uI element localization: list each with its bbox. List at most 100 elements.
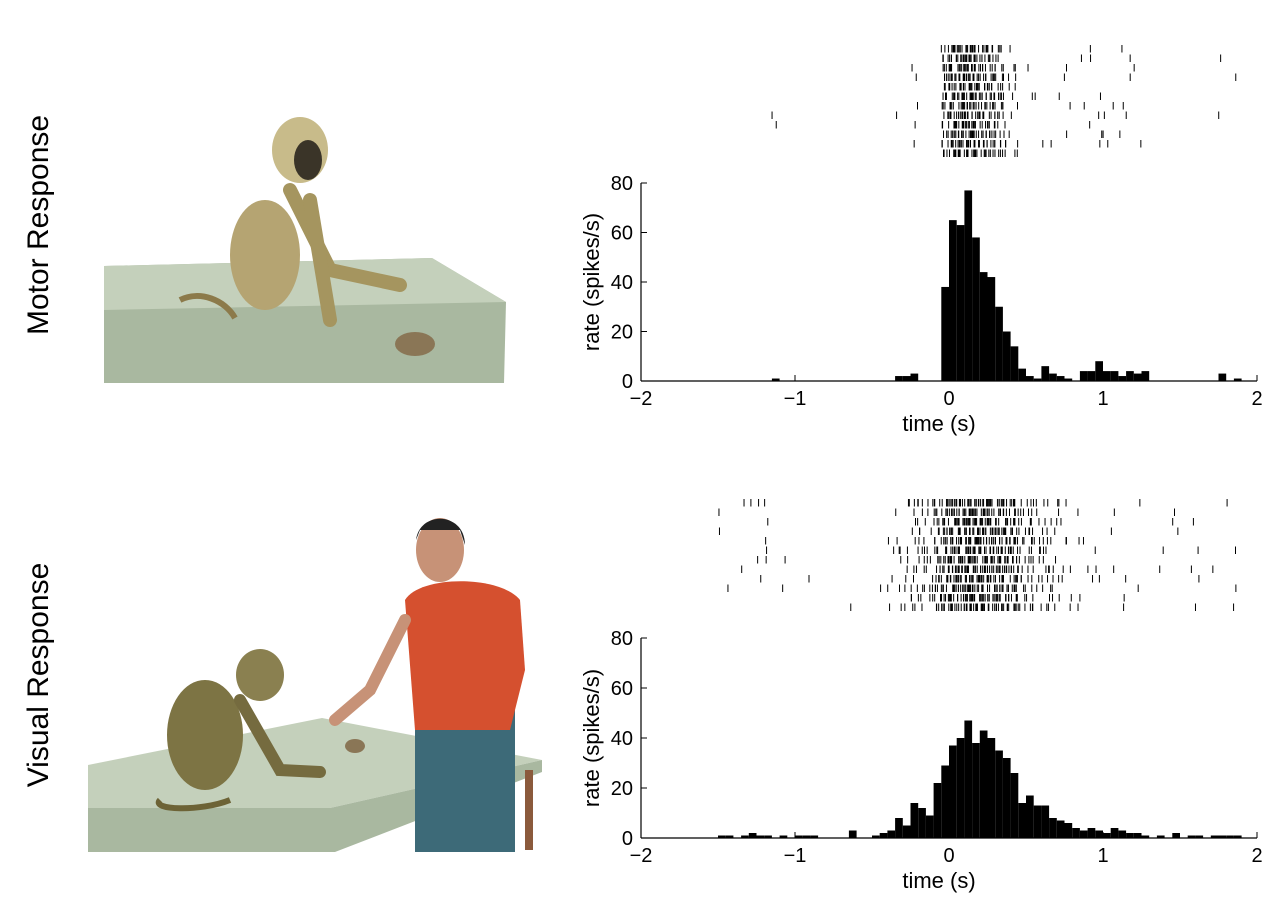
bar	[1018, 368, 1026, 381]
bar	[1002, 758, 1011, 838]
bar	[1187, 835, 1196, 838]
y-tick-label: 0	[622, 828, 633, 850]
bar	[895, 376, 903, 381]
bar	[1233, 378, 1242, 381]
bar	[802, 835, 811, 838]
bar	[987, 738, 996, 838]
bar	[1133, 833, 1142, 838]
bar	[964, 720, 973, 838]
bar	[949, 745, 957, 838]
motor-illustration	[104, 117, 506, 383]
bar	[795, 835, 803, 838]
panel-title: Motor Response	[22, 115, 55, 335]
x-axis-label: time (s)	[902, 868, 975, 893]
bar	[879, 833, 888, 838]
y-tick-label: 40	[611, 728, 633, 750]
visual-illustration	[88, 518, 542, 852]
bar	[995, 750, 1003, 838]
bar	[1233, 835, 1242, 838]
bar	[725, 835, 734, 838]
bar	[902, 825, 911, 838]
y-tick-label: 80	[611, 628, 633, 650]
bar	[1056, 376, 1065, 381]
bar	[1118, 376, 1127, 381]
bar	[1218, 835, 1227, 838]
bar	[979, 272, 988, 381]
bar	[848, 830, 857, 838]
bar	[1002, 331, 1011, 381]
bar	[902, 376, 911, 381]
head	[416, 518, 464, 582]
y-axis-label: rate (spikes/s)	[579, 669, 604, 807]
y-tick-label: 80	[611, 173, 633, 195]
food	[345, 739, 365, 753]
y-tick-label: 20	[611, 778, 633, 800]
x-tick-label: 2	[1251, 845, 1262, 867]
bar	[1049, 373, 1057, 381]
bar	[949, 220, 957, 381]
x-tick-label: 0	[943, 388, 954, 410]
bar	[779, 835, 788, 838]
tail	[178, 293, 238, 320]
bar	[1018, 803, 1026, 838]
bar	[972, 237, 980, 381]
bar	[771, 378, 780, 381]
hair	[416, 518, 465, 545]
bar	[933, 783, 942, 838]
food	[395, 332, 435, 356]
monkey-head	[236, 649, 284, 701]
y-tick-label: 20	[611, 322, 633, 344]
bar	[741, 835, 749, 838]
bar	[718, 835, 726, 838]
bar	[979, 730, 988, 838]
bar	[956, 225, 965, 381]
monkey-face	[294, 140, 322, 180]
bar	[1033, 378, 1042, 381]
table-leg	[525, 770, 533, 850]
bar	[987, 277, 996, 381]
bar	[995, 306, 1003, 381]
bar	[1049, 818, 1057, 838]
bar	[1095, 830, 1103, 838]
arm	[283, 183, 407, 292]
bar	[1218, 373, 1227, 381]
bar	[872, 835, 880, 838]
bar	[964, 190, 973, 381]
table-top	[104, 258, 506, 310]
bar	[1087, 371, 1096, 381]
bar	[1226, 835, 1234, 838]
bar	[1103, 833, 1111, 838]
y-tick-label: 0	[622, 371, 633, 393]
x-tick-label: −1	[784, 388, 807, 410]
bar	[925, 815, 934, 838]
bar	[941, 286, 949, 381]
tail	[155, 797, 232, 812]
y-tick-label: 40	[611, 272, 633, 294]
bar	[972, 743, 980, 838]
arm	[329, 614, 411, 726]
bar	[748, 833, 757, 838]
bar	[918, 808, 926, 838]
bar	[1026, 376, 1034, 381]
bar	[1056, 820, 1065, 838]
x-axis-label: time (s)	[902, 411, 975, 436]
bar	[1141, 371, 1150, 381]
bar	[895, 818, 903, 838]
bar	[756, 835, 765, 838]
bar	[1110, 828, 1119, 838]
x-tick-label: −2	[630, 845, 653, 867]
bar	[1026, 795, 1034, 838]
y-tick-label: 60	[611, 223, 633, 245]
bar	[910, 803, 919, 838]
bar	[1141, 835, 1150, 838]
bar	[1010, 773, 1019, 838]
bar	[941, 765, 949, 838]
arm	[303, 193, 337, 327]
bar	[1010, 346, 1019, 381]
shirt	[405, 581, 525, 730]
panel-title: Visual Response	[22, 563, 55, 788]
monkey-body	[167, 680, 243, 790]
bar	[956, 738, 965, 838]
